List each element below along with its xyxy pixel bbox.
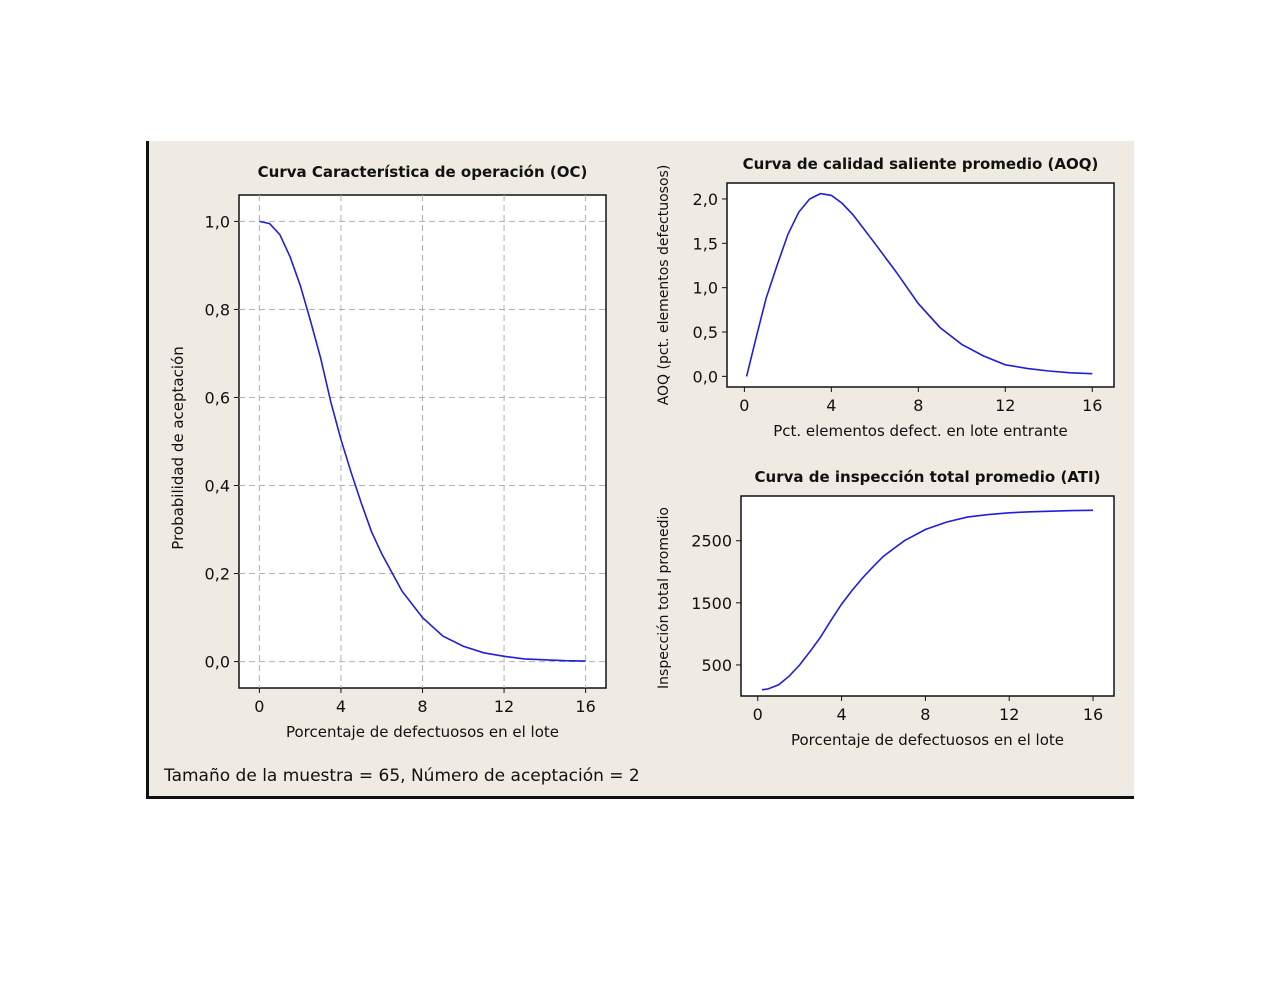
chart2-title: Curva de calidad saliente promedio (AOQ) [743, 155, 1099, 173]
chart2-y-axis-label: AOQ (pct. elementos defectuosos) [656, 165, 672, 406]
chart1-y-axis-label: Probabilidad de aceptación [169, 346, 187, 549]
chart3-xtick-label: 16 [1083, 705, 1103, 724]
chart2-xtick-label: 4 [826, 396, 836, 415]
chart3-plot-area [740, 495, 1115, 697]
chart1-series-line [259, 220, 586, 662]
chart3-xtick-label: 12 [999, 705, 1019, 724]
chart2-plot-area [726, 182, 1115, 388]
chart2-xtick-label: 12 [995, 396, 1015, 415]
chart3-ytick-label: 1500 [691, 594, 732, 613]
chart1-xtick-label: 8 [417, 697, 427, 716]
sample-summary: Tamaño de la muestra = 65, Número de ace… [164, 766, 640, 786]
chart2-ytick-label: 2,0 [693, 190, 718, 209]
chart3-ytick-label: 2500 [691, 532, 732, 551]
chart1-xtick-label: 4 [336, 697, 346, 716]
chart3-xtick-label: 8 [920, 705, 930, 724]
chart3-series-line [761, 509, 1094, 691]
chart1-ytick-label: 0,6 [205, 388, 230, 407]
chart1-xtick-label: 0 [254, 697, 264, 716]
chart2-ytick-label: 0,0 [693, 367, 718, 386]
chart2-series-line [745, 192, 1093, 377]
chart1-ytick-label: 0,4 [205, 477, 230, 496]
chart3-xtick-label: 4 [836, 705, 846, 724]
chart2-ytick-label: 1,0 [693, 279, 718, 298]
chart2-xtick-label: 8 [913, 396, 923, 415]
chart2-xtick-label: 0 [739, 396, 749, 415]
chart1-x-axis-label: Porcentaje de defectuosos en el lote [286, 723, 559, 741]
chart2-xtick-label: 16 [1082, 396, 1102, 415]
chart2-x-axis-label: Pct. elementos defect. en lote entrante [773, 422, 1068, 440]
chart1-xtick-label: 12 [494, 697, 514, 716]
chart3-title: Curva de inspección total promedio (ATI) [755, 468, 1101, 486]
chart3-y-axis-label: Inspección total promedio [656, 507, 672, 689]
chart2-ytick-label: 0,5 [693, 323, 718, 342]
chart1-title: Curva Característica de operación (OC) [258, 163, 588, 181]
chart2-ytick-label: 1,5 [693, 234, 718, 253]
chart1-ytick-label: 0,8 [205, 300, 230, 319]
chart1-ytick-label: 1,0 [205, 212, 230, 231]
chart3-ytick-label: 500 [701, 656, 732, 675]
chart3-x-axis-label: Porcentaje de defectuosos en el lote [791, 731, 1064, 749]
chart1-ytick-label: 0,2 [205, 565, 230, 584]
chart1-ytick-label: 0,0 [205, 653, 230, 672]
chart1-xtick-label: 16 [575, 697, 595, 716]
chart3-xtick-label: 0 [753, 705, 763, 724]
